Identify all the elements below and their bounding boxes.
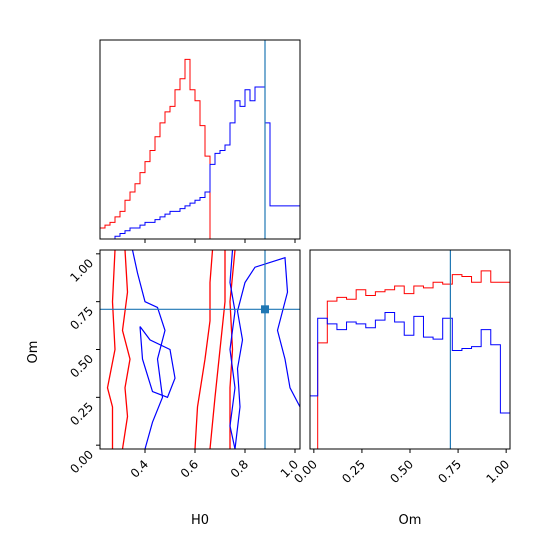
x-axis-label-h0: H0 [191, 513, 209, 528]
histogram-om-plot-area [310, 270, 510, 449]
red-contour [106, 250, 116, 449]
histogram-om-x-tick-label: 1.00 [483, 457, 512, 486]
histogram-om-blue-series [310, 312, 510, 449]
x-axis-label-om: Om [399, 513, 422, 528]
blue-contour [229, 250, 236, 449]
histogram-om-x-tick-label: 0.25 [339, 457, 368, 486]
histogram-h0-blue-series [100, 86, 300, 239]
joint-y-tick-label: 0.75 [67, 304, 96, 333]
joint-x-tick-label: 0.4 [128, 457, 151, 480]
joint-y-tick-label: 0.25 [67, 400, 96, 429]
truth-marker [261, 305, 269, 314]
blue-contour [139, 326, 176, 399]
red-contour [194, 250, 214, 449]
histogram-h0-red-series [100, 58, 300, 239]
joint-frame [99, 249, 301, 450]
red-contour [229, 250, 236, 449]
red-contour [121, 250, 131, 449]
histogram-om-frame [309, 249, 511, 450]
blue-contour [131, 250, 166, 449]
histogram-h0-frame [99, 39, 301, 240]
histogram-om-x-tick-label: 0.50 [387, 457, 416, 486]
joint-x-tick-label: 0.8 [228, 457, 251, 480]
histogram-om-panel: 0.00 0.25 0.50 0.75 1.00 [291, 249, 512, 486]
blue-contour [234, 256, 300, 449]
joint-y-tick-label: 1.00 [67, 256, 96, 285]
joint-y-tick-label: 0.50 [67, 352, 96, 381]
joint-x-tick-label: 0.6 [178, 457, 201, 480]
y-axis-label-om: Om [26, 341, 41, 364]
histogram-h0-panel [99, 39, 301, 243]
histogram-om-red-series [310, 270, 510, 449]
joint-contour-panel: 0.4 0.6 0.8 1.00.000.250.500.751.00 [67, 249, 301, 481]
histogram-om-x-tick-label: 0.75 [435, 457, 464, 486]
red-contour [209, 250, 226, 449]
joint-y-tick-label: 0.00 [67, 447, 96, 476]
joint-plot-area [100, 250, 300, 449]
histogram-h0-plot-area [100, 58, 300, 239]
